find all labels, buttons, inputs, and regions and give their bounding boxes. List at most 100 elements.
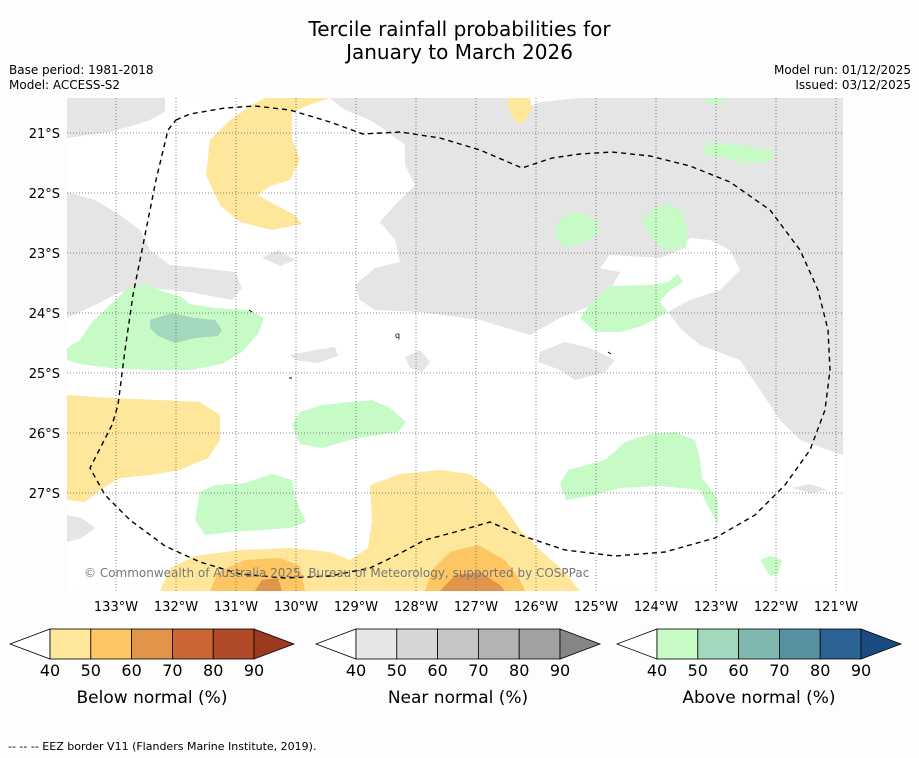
legend-tick: 90 (550, 661, 570, 680)
legend-swatch (49, 628, 92, 660)
title-line-1: Tercile rainfall probabilities for (308, 17, 611, 41)
above-normal-region-small-a (556, 212, 600, 248)
latitude-label: 26°S (29, 427, 60, 442)
longitude-label: 123°W (694, 600, 738, 615)
above-normal-region-southeast-small (760, 556, 782, 576)
legend-label: Near normal (%) (388, 688, 528, 708)
above-normal-region-center (292, 400, 406, 448)
latitude-label: 22°S (29, 187, 60, 202)
legend-swatch (355, 628, 398, 660)
legend-1: 40 50 60 70 80 90 Below normal (%) (8, 628, 296, 708)
legend-swatch (212, 628, 255, 660)
legend-2: 40 50 60 70 80 90 Near normal (%) (314, 628, 602, 708)
below-normal-region-south-60 (440, 572, 505, 591)
legend-tick: 70 (162, 661, 182, 680)
legend-tick: 70 (769, 661, 789, 680)
above-normal-regions (67, 98, 782, 576)
below-normal-region-west (67, 395, 220, 502)
legend-tick: 90 (851, 661, 871, 680)
issued-date: Issued: 03/12/2025 (795, 78, 911, 92)
latitude-label: 24°S (29, 307, 60, 322)
eez-border (89, 105, 831, 579)
legend-tick: 70 (468, 661, 488, 680)
legend-extend-high (860, 628, 903, 660)
legend-swatch (656, 628, 699, 660)
longitude-label: 121°W (814, 600, 858, 615)
above-normal-region-east-mid (580, 274, 683, 332)
above-normal-region-northeast (702, 142, 776, 164)
near-normal-region-small-3 (405, 350, 430, 372)
legend-swatch (477, 628, 520, 660)
longitude-label: 127°W (454, 600, 498, 615)
longitude-label: 128°W (394, 600, 438, 615)
longitude-label: 122°W (754, 600, 798, 615)
below-normal-region-north (206, 98, 330, 230)
legend-tick: 50 (688, 661, 708, 680)
longitude-label: 124°W (634, 600, 678, 615)
title-line-2: January to March 2026 (346, 40, 573, 64)
below-normal-regions (67, 98, 580, 591)
model-run: Model run: 01/12/2025 (773, 63, 911, 77)
legend-extend-low (615, 628, 658, 660)
legend-swatch (171, 628, 214, 660)
legend-tick: 40 (346, 661, 366, 680)
longitude-labels: 133°W 132°W 131°W 130°W 129°W 128°W 127°W 126°W… (94, 600, 858, 615)
legend-tick: 50 (387, 661, 407, 680)
legend-tick: 40 (40, 661, 60, 680)
legends: 40 50 60 70 80 90 Below normal (%) 40 50 60 70 80 90… (8, 628, 903, 708)
longitude-label: 125°W (574, 600, 618, 615)
above-normal-region-west-50 (150, 313, 222, 343)
above-normal-region-southwest (195, 474, 306, 535)
latitude-label: 23°S (29, 247, 60, 262)
legend-tick: 60 (121, 661, 141, 680)
legend-extend-high (559, 628, 602, 660)
above-normal-region-small-b (642, 204, 688, 250)
legend-extend-low (314, 628, 357, 660)
legend-tick: 60 (427, 661, 447, 680)
latitude-label: 27°S (29, 487, 60, 502)
latitude-label: 25°S (29, 367, 60, 382)
latitude-labels: 21°S 22°S 23°S 24°S 25°S 26°S 27°S (29, 127, 60, 502)
longitude-label: 130°W (274, 600, 318, 615)
eez-fragment-3 (607, 351, 612, 355)
legend-tick: 40 (647, 661, 667, 680)
legend-tick: 80 (810, 661, 830, 680)
above-normal-region-southeast (560, 432, 718, 525)
legend-swatch (697, 628, 739, 660)
longitude-label: 129°W (334, 600, 378, 615)
legend-tick: 90 (244, 661, 264, 680)
near-normal-region-lower-east (538, 342, 615, 380)
legend-extend-low (8, 628, 51, 660)
legend-3: 40 50 60 70 80 90 Above normal (%) (615, 628, 903, 708)
below-normal-region-south-50b (425, 545, 525, 591)
legend-tick: 80 (509, 661, 529, 680)
near-normal-region-main (330, 98, 843, 455)
latitude-label: 21°S (29, 127, 60, 142)
legend-swatch (131, 628, 173, 660)
graticule (67, 98, 843, 591)
near-normal-regions (67, 98, 843, 542)
copyright-text: © Commonwealth of Australia 2025, Bureau… (84, 566, 589, 580)
above-normal-region-northeast-small (705, 98, 725, 104)
eez-label-fragment: q (395, 331, 400, 340)
legend-swatch (738, 628, 780, 660)
below-normal-region-south-50 (210, 558, 305, 591)
model-name: Model: ACCESS-S2 (9, 78, 121, 92)
near-normal-region-west (67, 192, 242, 318)
near-normal-region-southeast-small (792, 484, 828, 493)
legend-swatch (779, 628, 821, 660)
legend-label: Above normal (%) (682, 688, 835, 708)
map-panel: q © Commonwealth of Australia 2025, Bure… (67, 98, 843, 591)
meta-left: Base period: 1981-2018 Model: ACCESS-S2 (9, 63, 154, 93)
legend-tick: 50 (81, 661, 101, 680)
near-normal-region-small-2 (290, 347, 338, 363)
legend-label: Below normal (%) (77, 688, 228, 708)
meta-right: Model run: 01/12/2025 Issued: 03/12/2025 (774, 63, 911, 93)
longitude-label: 132°W (154, 600, 198, 615)
base-period: Base period: 1981-2018 (9, 63, 154, 77)
legend-swatch (518, 628, 561, 660)
chart-title: Tercile rainfall probabilities for Janua… (0, 18, 919, 64)
legend-swatch (437, 628, 479, 660)
near-normal-region-southwest (67, 515, 95, 542)
